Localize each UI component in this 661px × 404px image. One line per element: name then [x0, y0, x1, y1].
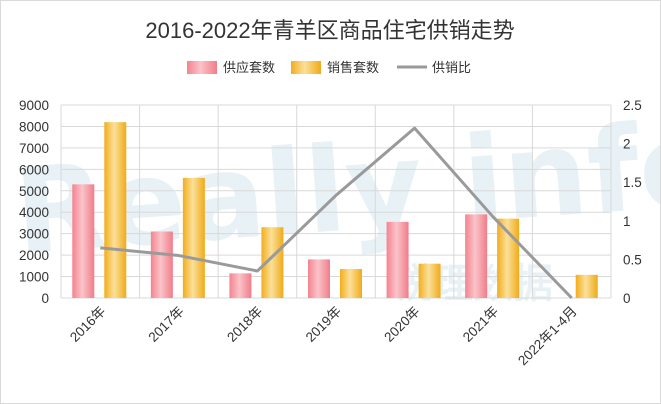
y-left-tick-label: 4000 [19, 205, 49, 220]
legend-label-ratio: 供销比 [432, 60, 471, 75]
y-axis-left: 0 1000 2000 3000 4000 5000 6000 7000 8000 9000 [19, 98, 49, 306]
x-tick-label: 2017年 [146, 304, 187, 345]
bar-sales [182, 177, 205, 298]
x-tick-label: 2019年 [303, 304, 344, 345]
y-left-tick-label: 7000 [19, 141, 49, 156]
legend-swatch-sales [291, 61, 321, 74]
chart-title: 2016-2022年青羊区商品住宅供销走势 [145, 18, 514, 43]
y-left-tick-label: 2000 [19, 248, 49, 263]
y-left-tick-label: 3000 [19, 227, 49, 242]
y-right-tick-label: 2.5 [623, 98, 642, 113]
legend-label-supply: 供应套数 [223, 60, 275, 75]
y-right-tick-label: 1 [623, 214, 631, 229]
bar-supply [72, 184, 95, 298]
y-left-tick-label: 1000 [19, 270, 49, 285]
legend-swatch-supply [187, 61, 217, 74]
y-right-tick-label: 1.5 [623, 175, 642, 190]
bar-sales [575, 274, 598, 298]
bar-sales [418, 263, 441, 298]
x-tick-label: 2020年 [381, 304, 422, 345]
legend: 供应套数 销售套数 供销比 [187, 60, 471, 75]
y-right-tick-label: 0 [623, 291, 631, 306]
y-left-tick-label: 9000 [19, 98, 49, 113]
ratio-line [100, 126, 573, 300]
y-left-tick-label: 5000 [19, 184, 49, 199]
y-right-tick-label: 0.5 [623, 252, 642, 267]
y-left-tick-label: 6000 [19, 162, 49, 177]
legend-label-sales: 销售套数 [327, 60, 379, 75]
x-tick-label: 2016年 [67, 304, 108, 345]
bar-supply [386, 221, 409, 298]
bar-sales [340, 269, 362, 298]
bar-supply [229, 273, 252, 298]
x-tick-label: 2021年 [460, 304, 501, 345]
y-right-tick-label: 2 [623, 137, 631, 152]
x-axis: 2016年 2017年 2018年 2019年 2020年 2021年 2022年1-4月 [67, 304, 580, 369]
y-left-tick-label: 0 [41, 291, 49, 306]
bar-sales [261, 227, 284, 298]
bars [72, 122, 598, 299]
y-left-tick-label: 8000 [19, 119, 49, 134]
bar-sales [104, 122, 127, 299]
bar-supply [308, 259, 330, 298]
bar-supply [465, 214, 488, 298]
bar-supply [150, 231, 173, 298]
x-tick-label: 2022年1-4月 [515, 304, 580, 369]
x-tick-label: 2018年 [224, 304, 265, 345]
y-axis-right: 0 0.5 1 1.5 2 2.5 [623, 98, 642, 306]
